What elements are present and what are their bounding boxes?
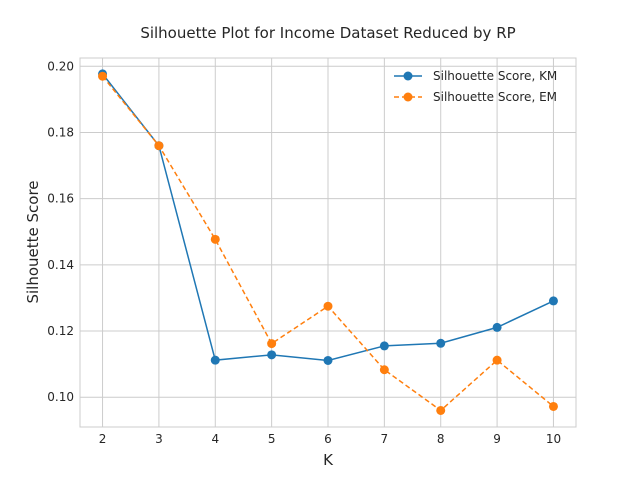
x-tick-label: 3	[155, 432, 163, 446]
data-point	[210, 355, 220, 365]
x-tick-labels: 2 3 4 5 6 7 8 9 10	[99, 432, 561, 446]
legend-label-km: Silhouette Score, KM	[433, 69, 557, 83]
x-axis-title: K	[323, 451, 334, 469]
x-tick-label: 4	[211, 432, 219, 446]
data-point	[323, 301, 333, 311]
x-tick-label: 6	[324, 432, 332, 446]
series-1	[98, 71, 558, 415]
y-tick-label: 0.14	[47, 258, 74, 272]
legend-entry-km: Silhouette Score, KM	[394, 69, 557, 83]
legend-marker-em	[403, 92, 413, 102]
x-tick-label: 9	[493, 432, 501, 446]
x-tick-label: 2	[99, 432, 107, 446]
x-tick-label: 10	[546, 432, 561, 446]
data-point	[379, 341, 389, 351]
data-point	[98, 71, 108, 81]
data-point	[379, 365, 389, 375]
data-point	[492, 355, 502, 365]
legend: Silhouette Score, KM Silhouette Score, E…	[394, 69, 557, 104]
y-tick-label: 0.18	[47, 125, 74, 139]
legend-entry-em: Silhouette Score, EM	[394, 90, 557, 104]
legend-marker-km	[403, 71, 413, 81]
data-point	[548, 401, 558, 411]
x-tick-label: 7	[381, 432, 389, 446]
series-layer	[98, 69, 558, 415]
data-point	[267, 350, 277, 360]
x-tick-label: 5	[268, 432, 276, 446]
y-tick-label: 0.12	[47, 324, 74, 338]
x-tick-label: 8	[437, 432, 445, 446]
data-point	[548, 296, 558, 306]
data-point	[210, 234, 220, 244]
data-point	[154, 141, 164, 151]
y-tick-label: 0.20	[47, 59, 74, 73]
plot-frame	[79, 57, 577, 428]
legend-label-em: Silhouette Score, EM	[433, 90, 557, 104]
y-tick-label: 0.16	[47, 192, 74, 206]
data-point	[436, 405, 446, 415]
y-tick-label: 0.10	[47, 390, 74, 404]
grid-layer	[80, 58, 576, 427]
chart-title: Silhouette Plot for Income Dataset Reduc…	[140, 24, 515, 42]
data-point	[267, 339, 277, 349]
data-point	[492, 322, 502, 332]
y-tick-labels: 0.10 0.12 0.14 0.16 0.18 0.20	[47, 59, 74, 404]
data-point	[323, 355, 333, 365]
y-axis-title: Silhouette Score	[24, 180, 42, 303]
data-point	[436, 338, 446, 348]
